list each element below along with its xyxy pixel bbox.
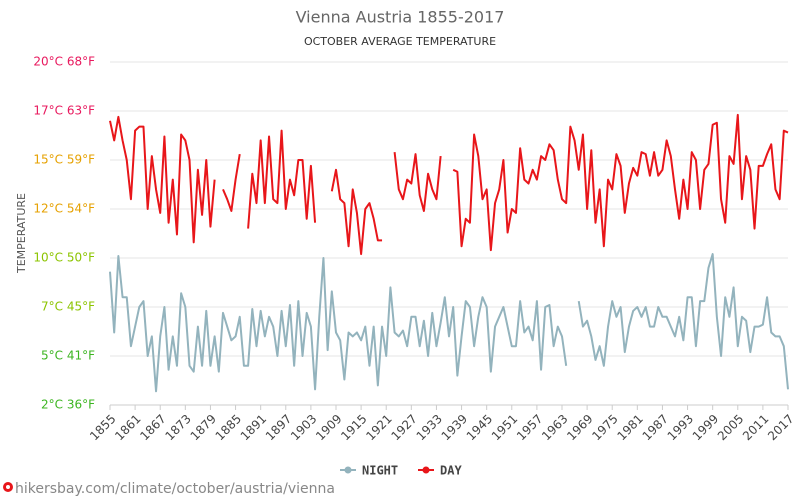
legend-item: NIGHT <box>340 464 398 478</box>
watermark-icon <box>3 482 13 492</box>
x-tick-label: 1963 <box>539 412 570 443</box>
y-tick-label: 20°C 68°F <box>33 55 95 69</box>
x-tick-label: 1951 <box>489 412 520 443</box>
x-tick-label: 1885 <box>213 412 244 443</box>
legend-label: NIGHT <box>362 464 398 478</box>
x-tick-label: 1873 <box>162 412 193 443</box>
y-tick-label: 17°C 63°F <box>33 104 95 118</box>
x-tick-label: 1981 <box>614 412 645 443</box>
x-tick-label: 1921 <box>363 412 394 443</box>
x-tick-label: 1975 <box>589 412 620 443</box>
x-tick-label: 1879 <box>188 412 219 443</box>
x-tick-label: 1891 <box>238 412 269 443</box>
y-tick-label: 5°C 41°F <box>41 349 95 363</box>
x-tick-label: 2005 <box>715 412 746 443</box>
x-tick-label: 1915 <box>338 412 369 443</box>
legend-marker <box>344 466 352 474</box>
y-tick-label: 7°C 45°F <box>41 300 95 314</box>
y-tick-label: 2°C 36°F <box>41 398 95 412</box>
x-tick-label: 2017 <box>765 412 796 443</box>
legend-label: DAY <box>440 464 462 478</box>
legend-marker <box>422 466 430 474</box>
y-tick-label: 10°C 50°F <box>33 251 95 265</box>
x-tick-label: 1939 <box>439 412 470 443</box>
chart-title: Vienna Austria 1855-2017 <box>296 8 505 27</box>
x-tick-label: 1855 <box>87 412 118 443</box>
chart-subtitle: OCTOBER AVERAGE TEMPERATURE <box>304 35 496 48</box>
line-series <box>109 253 789 393</box>
x-tick-label: 1861 <box>112 412 143 443</box>
x-tick-label: 1999 <box>690 412 721 443</box>
x-tick-label: 1867 <box>137 412 168 443</box>
x-tick-label: 1897 <box>263 412 294 443</box>
x-tick-label: 1909 <box>313 412 344 443</box>
line-series <box>109 113 789 256</box>
x-tick-label: 1927 <box>388 412 419 443</box>
watermark: hikersbay.com/climate/october/austria/vi… <box>15 481 335 497</box>
x-tick-label: 1957 <box>514 412 545 443</box>
x-tick-label: 1903 <box>288 412 319 443</box>
x-tick-label: 1969 <box>564 412 595 443</box>
x-tick-label: 1945 <box>464 412 495 443</box>
x-tick-label: 1933 <box>414 412 445 443</box>
x-tick-label: 1993 <box>665 412 696 443</box>
y-tick-label: 15°C 59°F <box>33 153 95 167</box>
y-tick-label: 12°C 54°F <box>33 202 95 216</box>
y-axis-label: TEMPERATURE <box>15 193 28 274</box>
x-tick-label: 2011 <box>740 412 771 443</box>
x-tick-label: 1987 <box>640 412 671 443</box>
legend-item: DAY <box>418 464 462 478</box>
